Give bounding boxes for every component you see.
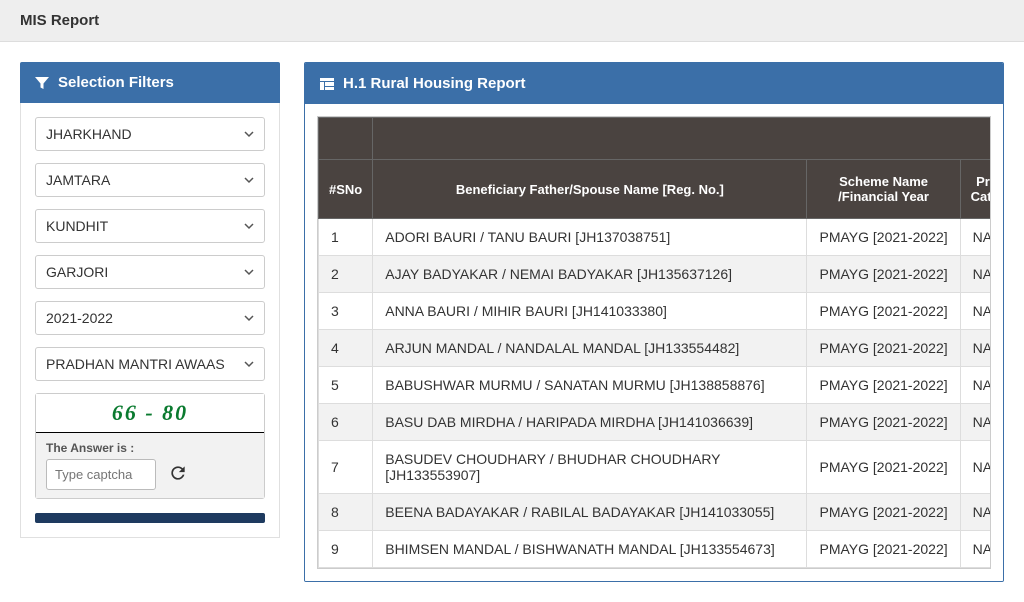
table-row: 8BEENA BADAYAKAR / RABILAL BADAYAKAR [JH…: [319, 494, 992, 531]
cell-beneficiary: BEENA BADAYAKAR / RABILAL BADAYAKAR [JH1…: [373, 494, 807, 531]
table-body: 1ADORI BAURI / TANU BAURI [JH137038751]P…: [319, 219, 992, 568]
table-row: 1ADORI BAURI / TANU BAURI [JH137038751]P…: [319, 219, 992, 256]
cell-priority: NA: [960, 330, 991, 367]
captcha-image: 66 - 80: [36, 394, 264, 433]
captcha-row: [46, 459, 254, 490]
district-select[interactable]: JAMTARA: [35, 163, 265, 197]
cell-priority: NA: [960, 293, 991, 330]
district-select-wrap: JAMTARA: [35, 163, 265, 197]
refresh-icon: [168, 463, 188, 483]
cell-scheme: PMAYG [2021-2022]: [807, 330, 960, 367]
cell-scheme: PMAYG [2021-2022]: [807, 293, 960, 330]
cell-priority: NA: [960, 367, 991, 404]
state-select-wrap: JHARKHAND: [35, 117, 265, 151]
table-row: 7BASUDEV CHOUDHARY / BHUDHAR CHOUDHARY […: [319, 441, 992, 494]
col-beneficiary: Beneficiary Father/Spouse Name [Reg. No.…: [373, 160, 807, 219]
table-row: 5BABUSHWAR MURMU / SANATAN MURMU [JH1388…: [319, 367, 992, 404]
report-header: H.1 Rural Housing Report: [305, 63, 1003, 104]
cell-priority: NA: [960, 441, 991, 494]
cell-sno: 4: [319, 330, 373, 367]
panchayat-select[interactable]: GARJORI: [35, 255, 265, 289]
scheme-select[interactable]: PRADHAN MANTRI AWAAS: [35, 347, 265, 381]
cell-beneficiary: BASU DAB MIRDHA / HARIPADA MIRDHA [JH141…: [373, 404, 807, 441]
block-select[interactable]: KUNDHIT: [35, 209, 265, 243]
cell-priority: NA: [960, 256, 991, 293]
table-head-row: #SNo Beneficiary Father/Spouse Name [Reg…: [319, 160, 992, 219]
table-head: #SNo Beneficiary Father/Spouse Name [Reg…: [319, 118, 992, 219]
cell-priority: NA: [960, 494, 991, 531]
cell-beneficiary: ARJUN MANDAL / NANDALAL MANDAL [JH133554…: [373, 330, 807, 367]
cell-sno: 6: [319, 404, 373, 441]
report-body: #SNo Beneficiary Father/Spouse Name [Reg…: [305, 104, 1003, 581]
cell-beneficiary: BHIMSEN MANDAL / BISHWANATH MANDAL [JH13…: [373, 531, 807, 568]
table-wrap: #SNo Beneficiary Father/Spouse Name [Reg…: [317, 116, 991, 569]
table-row: 4ARJUN MANDAL / NANDALAL MANDAL [JH13355…: [319, 330, 992, 367]
cell-scheme: PMAYG [2021-2022]: [807, 531, 960, 568]
cell-scheme: PMAYG [2021-2022]: [807, 367, 960, 404]
cell-sno: 9: [319, 531, 373, 568]
cell-sno: 1: [319, 219, 373, 256]
table-row: 9BHIMSEN MANDAL / BISHWANATH MANDAL [JH1…: [319, 531, 992, 568]
cell-sno: 3: [319, 293, 373, 330]
cell-sno: 2: [319, 256, 373, 293]
cell-sno: 5: [319, 367, 373, 404]
filter-icon: [34, 75, 50, 91]
cell-sno: 7: [319, 441, 373, 494]
captcha-box: 66 - 80 The Answer is :: [35, 393, 265, 499]
cell-scheme: PMAYG [2021-2022]: [807, 404, 960, 441]
col-priority: Priority Category: [960, 160, 991, 219]
report-panel: H.1 Rural Housing Report #SNo Beneficiar…: [304, 62, 1004, 582]
cell-beneficiary: BASUDEV CHOUDHARY / BHUDHAR CHOUDHARY [J…: [373, 441, 807, 494]
cell-beneficiary: AJAY BADYAKAR / NEMAI BADYAKAR [JH135637…: [373, 256, 807, 293]
page-title: MIS Report: [20, 12, 1004, 29]
report-table: #SNo Beneficiary Father/Spouse Name [Reg…: [318, 117, 991, 568]
state-select[interactable]: JHARKHAND: [35, 117, 265, 151]
captcha-bottom: The Answer is :: [36, 433, 264, 498]
page-header: MIS Report: [0, 0, 1024, 42]
cell-scheme: PMAYG [2021-2022]: [807, 256, 960, 293]
col-scheme: Scheme Name /Financial Year: [807, 160, 960, 219]
cell-sno: 8: [319, 494, 373, 531]
captcha-refresh-button[interactable]: [166, 461, 190, 488]
submit-button[interactable]: [35, 513, 265, 523]
cell-beneficiary: ANNA BAURI / MIHIR BAURI [JH141033380]: [373, 293, 807, 330]
content-area: Selection Filters JHARKHAND JAMTARA KUND…: [0, 42, 1024, 602]
scheme-select-wrap: PRADHAN MANTRI AWAAS: [35, 347, 265, 381]
cell-beneficiary: ADORI BAURI / TANU BAURI [JH137038751]: [373, 219, 807, 256]
table-row: 3ANNA BAURI / MIHIR BAURI [JH141033380]P…: [319, 293, 992, 330]
captcha-label: The Answer is :: [46, 441, 254, 455]
block-select-wrap: KUNDHIT: [35, 209, 265, 243]
cell-beneficiary: BABUSHWAR MURMU / SANATAN MURMU [JH13885…: [373, 367, 807, 404]
filters-body: JHARKHAND JAMTARA KUNDHIT GARJORI 2021-2…: [20, 103, 280, 538]
table-head-blank-row: [319, 118, 992, 160]
cell-scheme: PMAYG [2021-2022]: [807, 219, 960, 256]
year-select[interactable]: 2021-2022: [35, 301, 265, 335]
sidebar: Selection Filters JHARKHAND JAMTARA KUND…: [20, 62, 280, 538]
cell-scheme: PMAYG [2021-2022]: [807, 494, 960, 531]
table-row: 6BASU DAB MIRDHA / HARIPADA MIRDHA [JH14…: [319, 404, 992, 441]
cell-priority: NA: [960, 531, 991, 568]
cell-priority: NA: [960, 219, 991, 256]
panchayat-select-wrap: GARJORI: [35, 255, 265, 289]
filters-header: Selection Filters: [20, 62, 280, 103]
year-select-wrap: 2021-2022: [35, 301, 265, 335]
filters-header-text: Selection Filters: [58, 74, 174, 91]
captcha-text: 66 - 80: [112, 400, 188, 425]
report-header-text: H.1 Rural Housing Report: [343, 75, 526, 92]
table-icon: [319, 76, 335, 92]
table-row: 2AJAY BADYAKAR / NEMAI BADYAKAR [JH13563…: [319, 256, 992, 293]
captcha-input[interactable]: [46, 459, 156, 490]
cell-priority: NA: [960, 404, 991, 441]
col-sno: #SNo: [319, 160, 373, 219]
cell-scheme: PMAYG [2021-2022]: [807, 441, 960, 494]
